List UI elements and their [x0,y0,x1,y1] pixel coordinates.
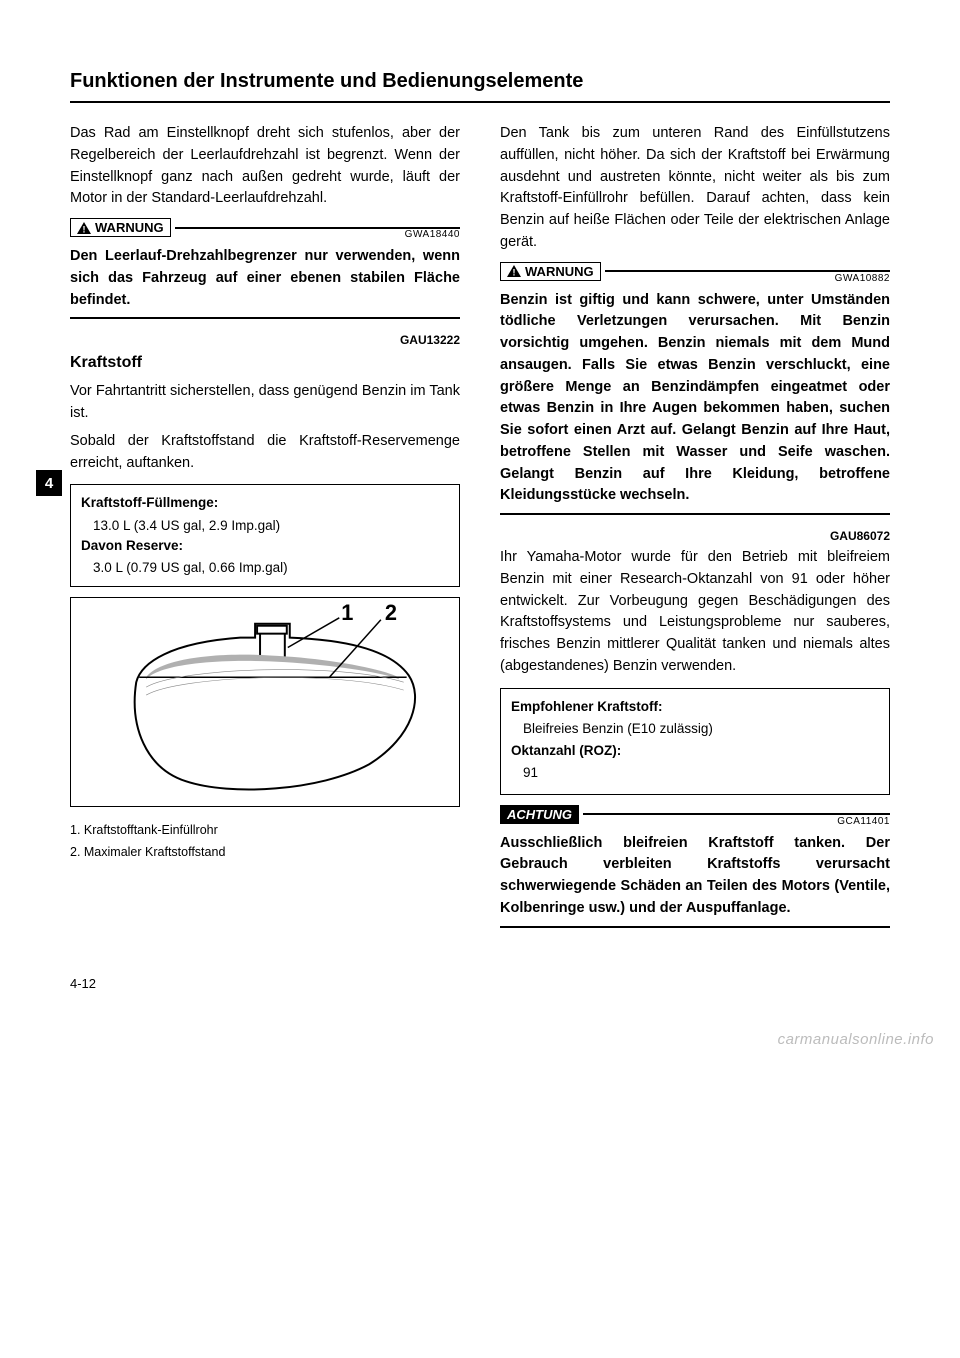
intro-paragraph: Das Rad am Einstellknopf dreht sich stuf… [70,123,460,210]
warning-triangle-icon-2: ! [507,265,521,277]
page-number: 4-12 [70,976,890,991]
octane-paragraph: Ihr Yamaha-Motor wurde für den Betrieb m… [500,547,890,678]
warning-label-1: ! WARNUNG [70,218,171,237]
side-tab: 4 [36,470,62,496]
fuel-spec-l3: Oktanzahl (ROZ): [511,741,879,761]
callout-2-label: 2 [385,600,397,625]
fill-instruction: Den Tank bis zum unteren Rand des Einfül… [500,123,890,254]
fuel-tank-figure: 1 2 [70,597,460,807]
figure-caption-2: 2. Maximaler Kraftstoffstand [70,843,460,862]
figure-caption-1: 1. Kraftstofftank-Einfüllrohr [70,821,460,840]
warning-triangle-icon: ! [77,222,91,234]
header-rule [70,101,890,103]
warning-end-rule-1 [70,317,460,319]
achtung-end-rule [500,926,890,928]
warning-box-1: ! WARNUNG GWA18440 Den Leerlauf-Drehzahl… [70,218,460,319]
fuel-reserve-val: 3.0 L (0.79 US gal, 0.66 Imp.gal) [81,558,288,578]
fuel-reserve-label: Davon Reserve: [81,536,449,556]
page-title: Funktionen der Instrumente und Bedienung… [70,70,890,93]
warning-label-2: ! WARNUNG [500,262,601,281]
section-title-fuel: Kraftstoff [70,351,460,375]
right-column: Den Tank bis zum unteren Rand des Einfül… [500,123,890,940]
warning-end-rule-2 [500,513,890,515]
warning-box-2: ! WARNUNG GWA10882 Benzin ist giftig und… [500,262,890,516]
fuel-spec-l1: Empfohlener Kraftstoff: [511,697,879,717]
achtung-label: ACHTUNG [500,805,579,824]
callout-1-label: 1 [341,600,353,625]
fuel-capacity-box: Kraftstoff-Füllmenge: 13.0 L (3.4 US gal… [70,484,460,587]
watermark: carmanualsonline.info [0,1031,960,1064]
warning-text-1: Den Leerlauf-Drehzahlbegrenzer nur verwe… [70,246,460,311]
svg-text:!: ! [513,268,516,278]
fuel-p1: Vor Fahrtantritt sicherstellen, dass gen… [70,381,460,425]
svg-text:!: ! [83,224,86,234]
fuel-spec-box: Empfohlener Kraftstoff: Bleifreies Benzi… [500,688,890,795]
fuel-p2: Sobald der Kraftstoffstand die Kraftstof… [70,431,460,475]
content-columns: Das Rad am Einstellknopf dreht sich stuf… [70,123,890,940]
achtung-text: Ausschließlich bleifreien Kraftstoff tan… [500,833,890,920]
left-column: Das Rad am Einstellknopf dreht sich stuf… [70,123,460,940]
section-code-fuel: GAU13222 [70,331,460,349]
fuel-cap-title: Kraftstoff-Füllmenge: [81,493,449,513]
fuel-spec-l4: 91 [511,763,879,783]
section-code-2: GAU86072 [500,527,890,545]
warning-text-2: Benzin ist giftig und kann schwere, unte… [500,290,890,508]
fuel-cap-val: 13.0 L (3.4 US gal, 2.9 Imp.gal) [81,516,280,536]
achtung-box: ACHTUNG GCA11401 Ausschließlich bleifrei… [500,805,890,928]
fuel-spec-l2: Bleifreies Benzin (E10 zulässig) [511,719,879,739]
